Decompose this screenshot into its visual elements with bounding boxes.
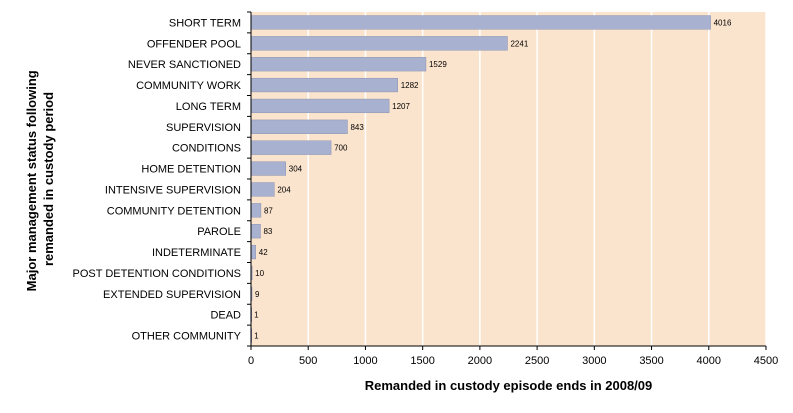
category-label: POST DETENTION CONDITIONS bbox=[73, 268, 241, 280]
category-label: OFFENDER POOL bbox=[147, 38, 241, 50]
bar bbox=[250, 119, 348, 134]
category-label: COMMUNITY WORK bbox=[136, 80, 242, 92]
data-label: 87 bbox=[264, 206, 273, 215]
data-label: 304 bbox=[289, 165, 303, 174]
data-label: 204 bbox=[277, 185, 291, 194]
category-label: DEAD bbox=[210, 310, 241, 322]
x-tick-label: 4500 bbox=[754, 355, 778, 367]
category-label: HOME DETENTION bbox=[141, 164, 241, 176]
data-label: 2241 bbox=[510, 39, 528, 48]
data-labels: 4016 2241 1529 1282 1207 843 700 304 204 87 83 42 10… bbox=[254, 18, 732, 340]
x-tick-label: 2000 bbox=[468, 355, 492, 367]
category-label: COMMUNITY DETENTION bbox=[107, 205, 241, 217]
bar bbox=[250, 244, 257, 260]
category-label: EXTENDED SUPERVISION bbox=[103, 289, 241, 301]
category-label: PAROLE bbox=[197, 226, 241, 238]
category-label: INDETERMINATE bbox=[152, 247, 241, 259]
bar bbox=[250, 15, 711, 30]
x-tick-label: 3500 bbox=[639, 355, 663, 367]
data-label: 1529 bbox=[429, 60, 447, 69]
bar bbox=[250, 57, 427, 72]
x-tick-label: 0 bbox=[248, 355, 254, 367]
category-label: OTHER COMMUNITY bbox=[132, 331, 242, 343]
bar bbox=[250, 161, 286, 176]
category-label: LONG TERM bbox=[176, 101, 241, 113]
data-label: 42 bbox=[259, 248, 268, 257]
bar bbox=[250, 77, 398, 93]
category-label: CONDITIONS bbox=[172, 143, 241, 155]
bar bbox=[250, 224, 261, 239]
x-tick-label: 1000 bbox=[353, 355, 377, 367]
data-label: 843 bbox=[350, 123, 364, 132]
category-labels: SHORT TERM OFFENDER POOL NEVER SANCTIONED C… bbox=[73, 17, 242, 342]
x-tick-label: 3000 bbox=[582, 355, 606, 367]
category-label: SUPERVISION bbox=[166, 122, 241, 134]
y-axis-title: Major management status following remand… bbox=[24, 67, 56, 292]
x-tick-labels: 0 500 1000 1500 2000 2500 3000 3500 4000 4500 bbox=[248, 355, 778, 367]
data-label: 83 bbox=[263, 227, 272, 236]
x-tick-label: 4000 bbox=[697, 355, 721, 367]
data-label: 1282 bbox=[401, 81, 419, 90]
axes bbox=[247, 11, 767, 350]
category-label: SHORT TERM bbox=[169, 17, 241, 29]
x-axis-title: Remanded in custody episode ends in 2008… bbox=[365, 378, 653, 393]
x-tick-label: 1500 bbox=[410, 355, 434, 367]
x-tick-label: 500 bbox=[299, 355, 317, 367]
bar bbox=[250, 203, 262, 218]
data-label: 1 bbox=[254, 332, 259, 341]
bar bbox=[250, 98, 390, 114]
y-axis-title-line-1: Major management status following bbox=[24, 70, 39, 291]
bar bbox=[250, 182, 275, 197]
y-axis-title-line-2: remanded in custody period bbox=[41, 92, 56, 266]
data-label: 1207 bbox=[392, 102, 410, 111]
data-label: 4016 bbox=[714, 18, 732, 27]
category-label: NEVER SANCTIONED bbox=[128, 59, 241, 71]
data-label: 700 bbox=[334, 144, 348, 153]
data-label: 9 bbox=[255, 290, 260, 299]
bar bbox=[250, 140, 332, 155]
x-tick-label: 2500 bbox=[525, 355, 549, 367]
bar bbox=[250, 36, 508, 51]
data-label: 1 bbox=[254, 311, 259, 320]
data-label: 10 bbox=[255, 269, 264, 278]
category-label: INTENSIVE SUPERVISION bbox=[105, 184, 241, 196]
